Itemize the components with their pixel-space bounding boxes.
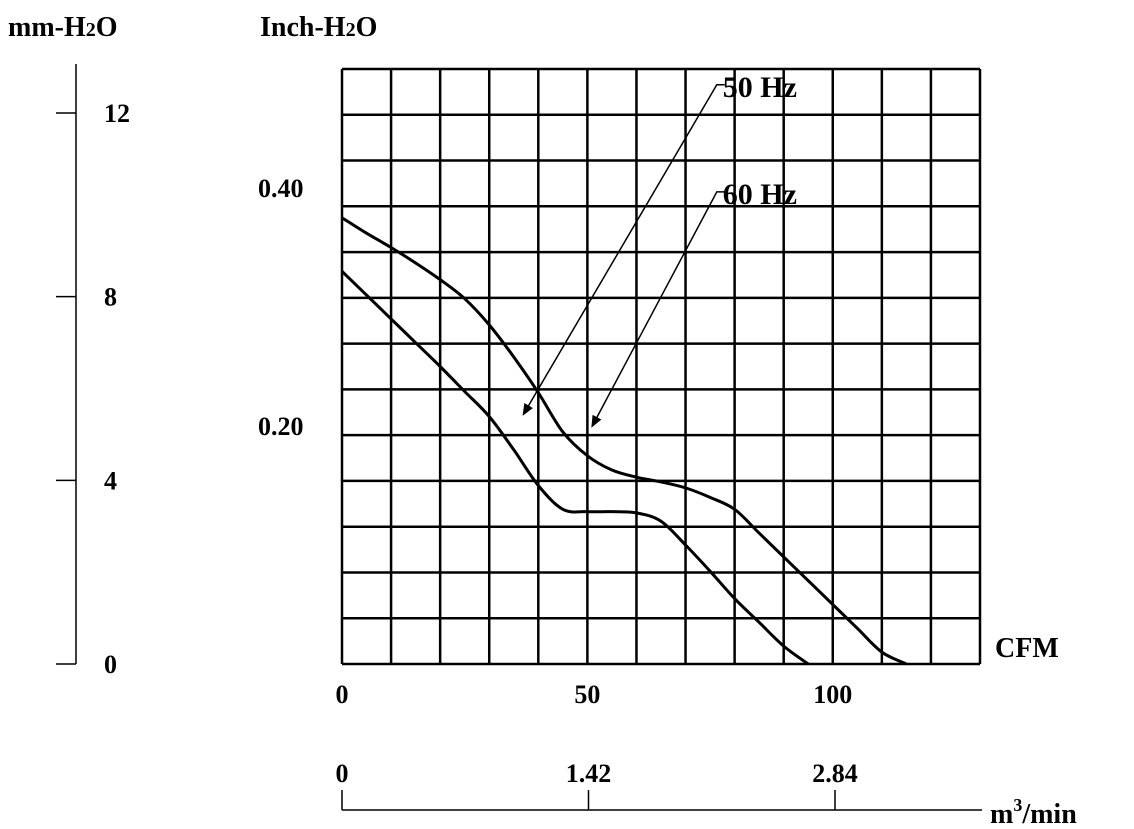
inch-h2o-tick-label: 0.40 bbox=[258, 174, 304, 203]
annotation-label: 60 Hz bbox=[723, 178, 797, 211]
inch-h2o-tick-label: 0.20 bbox=[258, 412, 304, 441]
mm-h2o-axis: 0 4 8 12 bbox=[56, 64, 130, 679]
m3-tick-label: 1.42 bbox=[566, 759, 612, 788]
cfm-tick-label: 100 bbox=[813, 680, 852, 709]
curve-annotations: 50 Hz 60 Hz bbox=[522, 71, 797, 428]
m3-per-min-axis: 0 1.42 2.84 bbox=[336, 759, 982, 811]
plot-grid bbox=[340, 67, 982, 666]
annotation-label: 50 Hz bbox=[723, 71, 797, 104]
annotation-arrow bbox=[591, 191, 725, 428]
performance-curves bbox=[340, 216, 908, 666]
mm-h2o-tick-label: 12 bbox=[104, 99, 130, 128]
cfm-tick-label: 0 bbox=[336, 680, 349, 709]
cfm-tick-labels: 0 50 100 bbox=[336, 680, 853, 709]
cfm-axis-label: CFM bbox=[995, 633, 1059, 664]
m3-tick-label: 0 bbox=[336, 759, 349, 788]
m3-per-min-axis-label: m3/min bbox=[990, 795, 1077, 829]
mm-h2o-header: mm-H2O bbox=[8, 12, 118, 43]
annotation-arrow bbox=[522, 84, 725, 416]
curve-60-hz bbox=[341, 216, 908, 666]
inch-h2o-tick-labels: 0.20 0.40 bbox=[258, 174, 304, 441]
cfm-tick-label: 50 bbox=[574, 680, 600, 709]
mm-h2o-tick-label: 8 bbox=[104, 283, 117, 312]
curve-50-hz bbox=[340, 270, 810, 666]
m3-tick-label: 2.84 bbox=[812, 759, 858, 788]
mm-h2o-tick-label: 0 bbox=[104, 650, 117, 679]
inch-h2o-header: Inch-H2O bbox=[260, 12, 377, 43]
mm-h2o-tick-label: 4 bbox=[104, 466, 117, 495]
